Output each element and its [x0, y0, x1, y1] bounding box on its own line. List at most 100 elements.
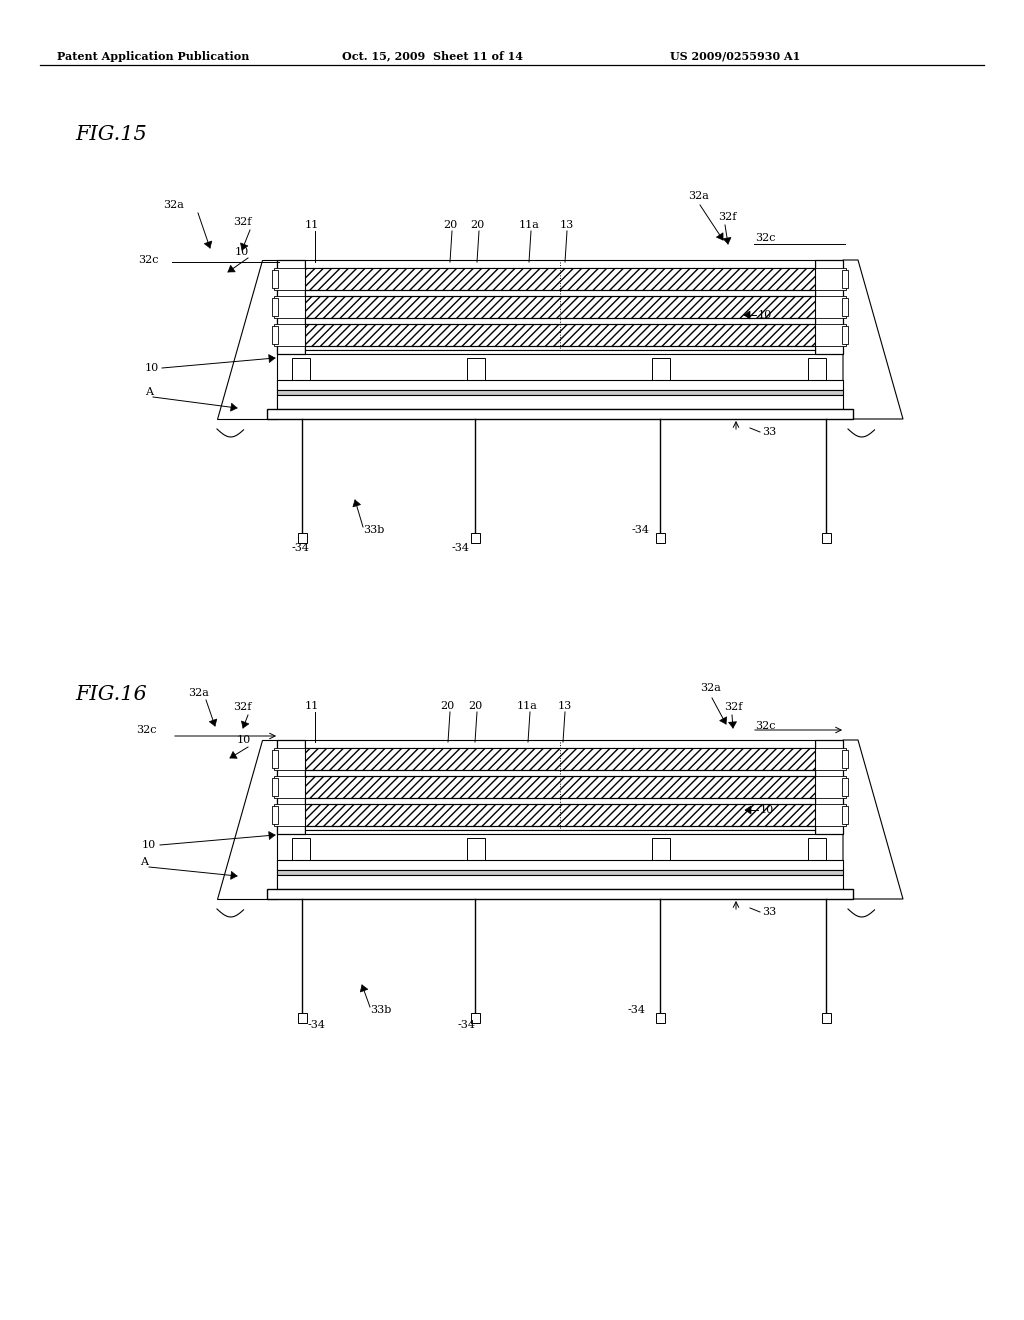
Bar [305, 268, 815, 290]
Text: 10: 10 [145, 363, 160, 374]
Bar [305, 318, 815, 323]
Bar [652, 358, 670, 380]
Polygon shape [728, 722, 736, 729]
Bar [272, 807, 278, 824]
Text: 11a: 11a [519, 220, 540, 230]
Bar [305, 770, 815, 776]
Bar [274, 268, 305, 290]
Text: 20: 20 [468, 701, 482, 711]
Bar [305, 323, 815, 346]
Bar [808, 358, 826, 380]
Polygon shape [230, 751, 238, 758]
Text: 32a: 32a [163, 201, 184, 210]
Text: 32c: 32c [138, 255, 159, 265]
Text: US 2009/0255930 A1: US 2009/0255930 A1 [670, 50, 800, 62]
Polygon shape [843, 260, 903, 418]
Text: A: A [140, 857, 148, 867]
Bar [815, 741, 843, 834]
Bar [652, 838, 670, 861]
Bar [815, 776, 846, 799]
Text: -34: -34 [452, 543, 470, 553]
Bar [815, 260, 843, 354]
Polygon shape [209, 719, 217, 726]
Bar [305, 268, 815, 290]
Polygon shape [843, 741, 903, 899]
Bar [305, 296, 815, 318]
Text: 11: 11 [305, 220, 319, 230]
Bar [274, 296, 305, 318]
Polygon shape [723, 238, 731, 244]
Text: FIG.16: FIG.16 [75, 685, 146, 705]
Bar [815, 323, 846, 346]
Bar [267, 888, 853, 899]
Polygon shape [217, 260, 278, 418]
Bar [305, 804, 815, 826]
Bar [305, 776, 815, 799]
Text: 33b: 33b [370, 1005, 391, 1015]
Text: 32f: 32f [233, 216, 251, 227]
Text: 20: 20 [470, 220, 484, 230]
Bar [822, 533, 831, 543]
Text: 32a: 32a [700, 682, 721, 693]
Bar [305, 296, 815, 318]
Bar [305, 748, 815, 770]
Text: Patent Application Publication: Patent Application Publication [57, 50, 250, 62]
Text: Oct. 15, 2009  Sheet 11 of 14: Oct. 15, 2009 Sheet 11 of 14 [342, 50, 523, 62]
Bar [278, 741, 305, 834]
Bar [267, 409, 853, 418]
Bar [272, 750, 278, 768]
Bar [305, 346, 815, 350]
Bar [272, 326, 278, 345]
Bar [278, 260, 305, 354]
Text: 20: 20 [443, 220, 458, 230]
Text: 10: 10 [760, 805, 774, 814]
Polygon shape [353, 500, 360, 507]
Bar [305, 826, 815, 830]
Polygon shape [228, 265, 236, 272]
Text: 33: 33 [762, 426, 776, 437]
Bar [471, 533, 480, 543]
Text: 32c: 32c [755, 234, 775, 243]
Bar [815, 748, 846, 770]
Polygon shape [230, 403, 237, 412]
Polygon shape [360, 985, 368, 993]
Text: 32f: 32f [233, 702, 251, 711]
Text: 33: 33 [762, 907, 776, 917]
Bar [305, 290, 815, 296]
Polygon shape [717, 232, 723, 240]
Bar [278, 380, 843, 389]
Text: -34: -34 [628, 1005, 646, 1015]
Bar [278, 395, 843, 409]
Text: 11: 11 [305, 701, 319, 711]
Bar [298, 533, 307, 543]
Polygon shape [268, 832, 275, 840]
Bar [842, 326, 848, 345]
Bar [822, 1012, 831, 1023]
Bar [305, 350, 815, 354]
Bar [305, 830, 815, 834]
Bar [278, 870, 843, 875]
Text: 10: 10 [234, 247, 249, 257]
Bar [278, 875, 843, 888]
Text: -34: -34 [308, 1020, 326, 1030]
Text: 10: 10 [237, 735, 251, 744]
Text: 13: 13 [558, 701, 572, 711]
Bar [305, 804, 815, 826]
Text: A: A [145, 387, 153, 397]
Text: -34: -34 [632, 525, 650, 535]
Bar [292, 358, 310, 380]
Text: -34: -34 [292, 543, 310, 553]
Bar [842, 298, 848, 315]
Bar [815, 804, 846, 826]
Bar [274, 323, 305, 346]
Bar [278, 389, 843, 395]
Bar [292, 838, 310, 861]
Polygon shape [268, 355, 275, 363]
Bar [842, 750, 848, 768]
Bar [305, 748, 815, 770]
Bar [305, 799, 815, 804]
Bar [305, 323, 815, 346]
Bar [278, 861, 843, 870]
Bar [808, 838, 826, 861]
Polygon shape [242, 721, 249, 729]
